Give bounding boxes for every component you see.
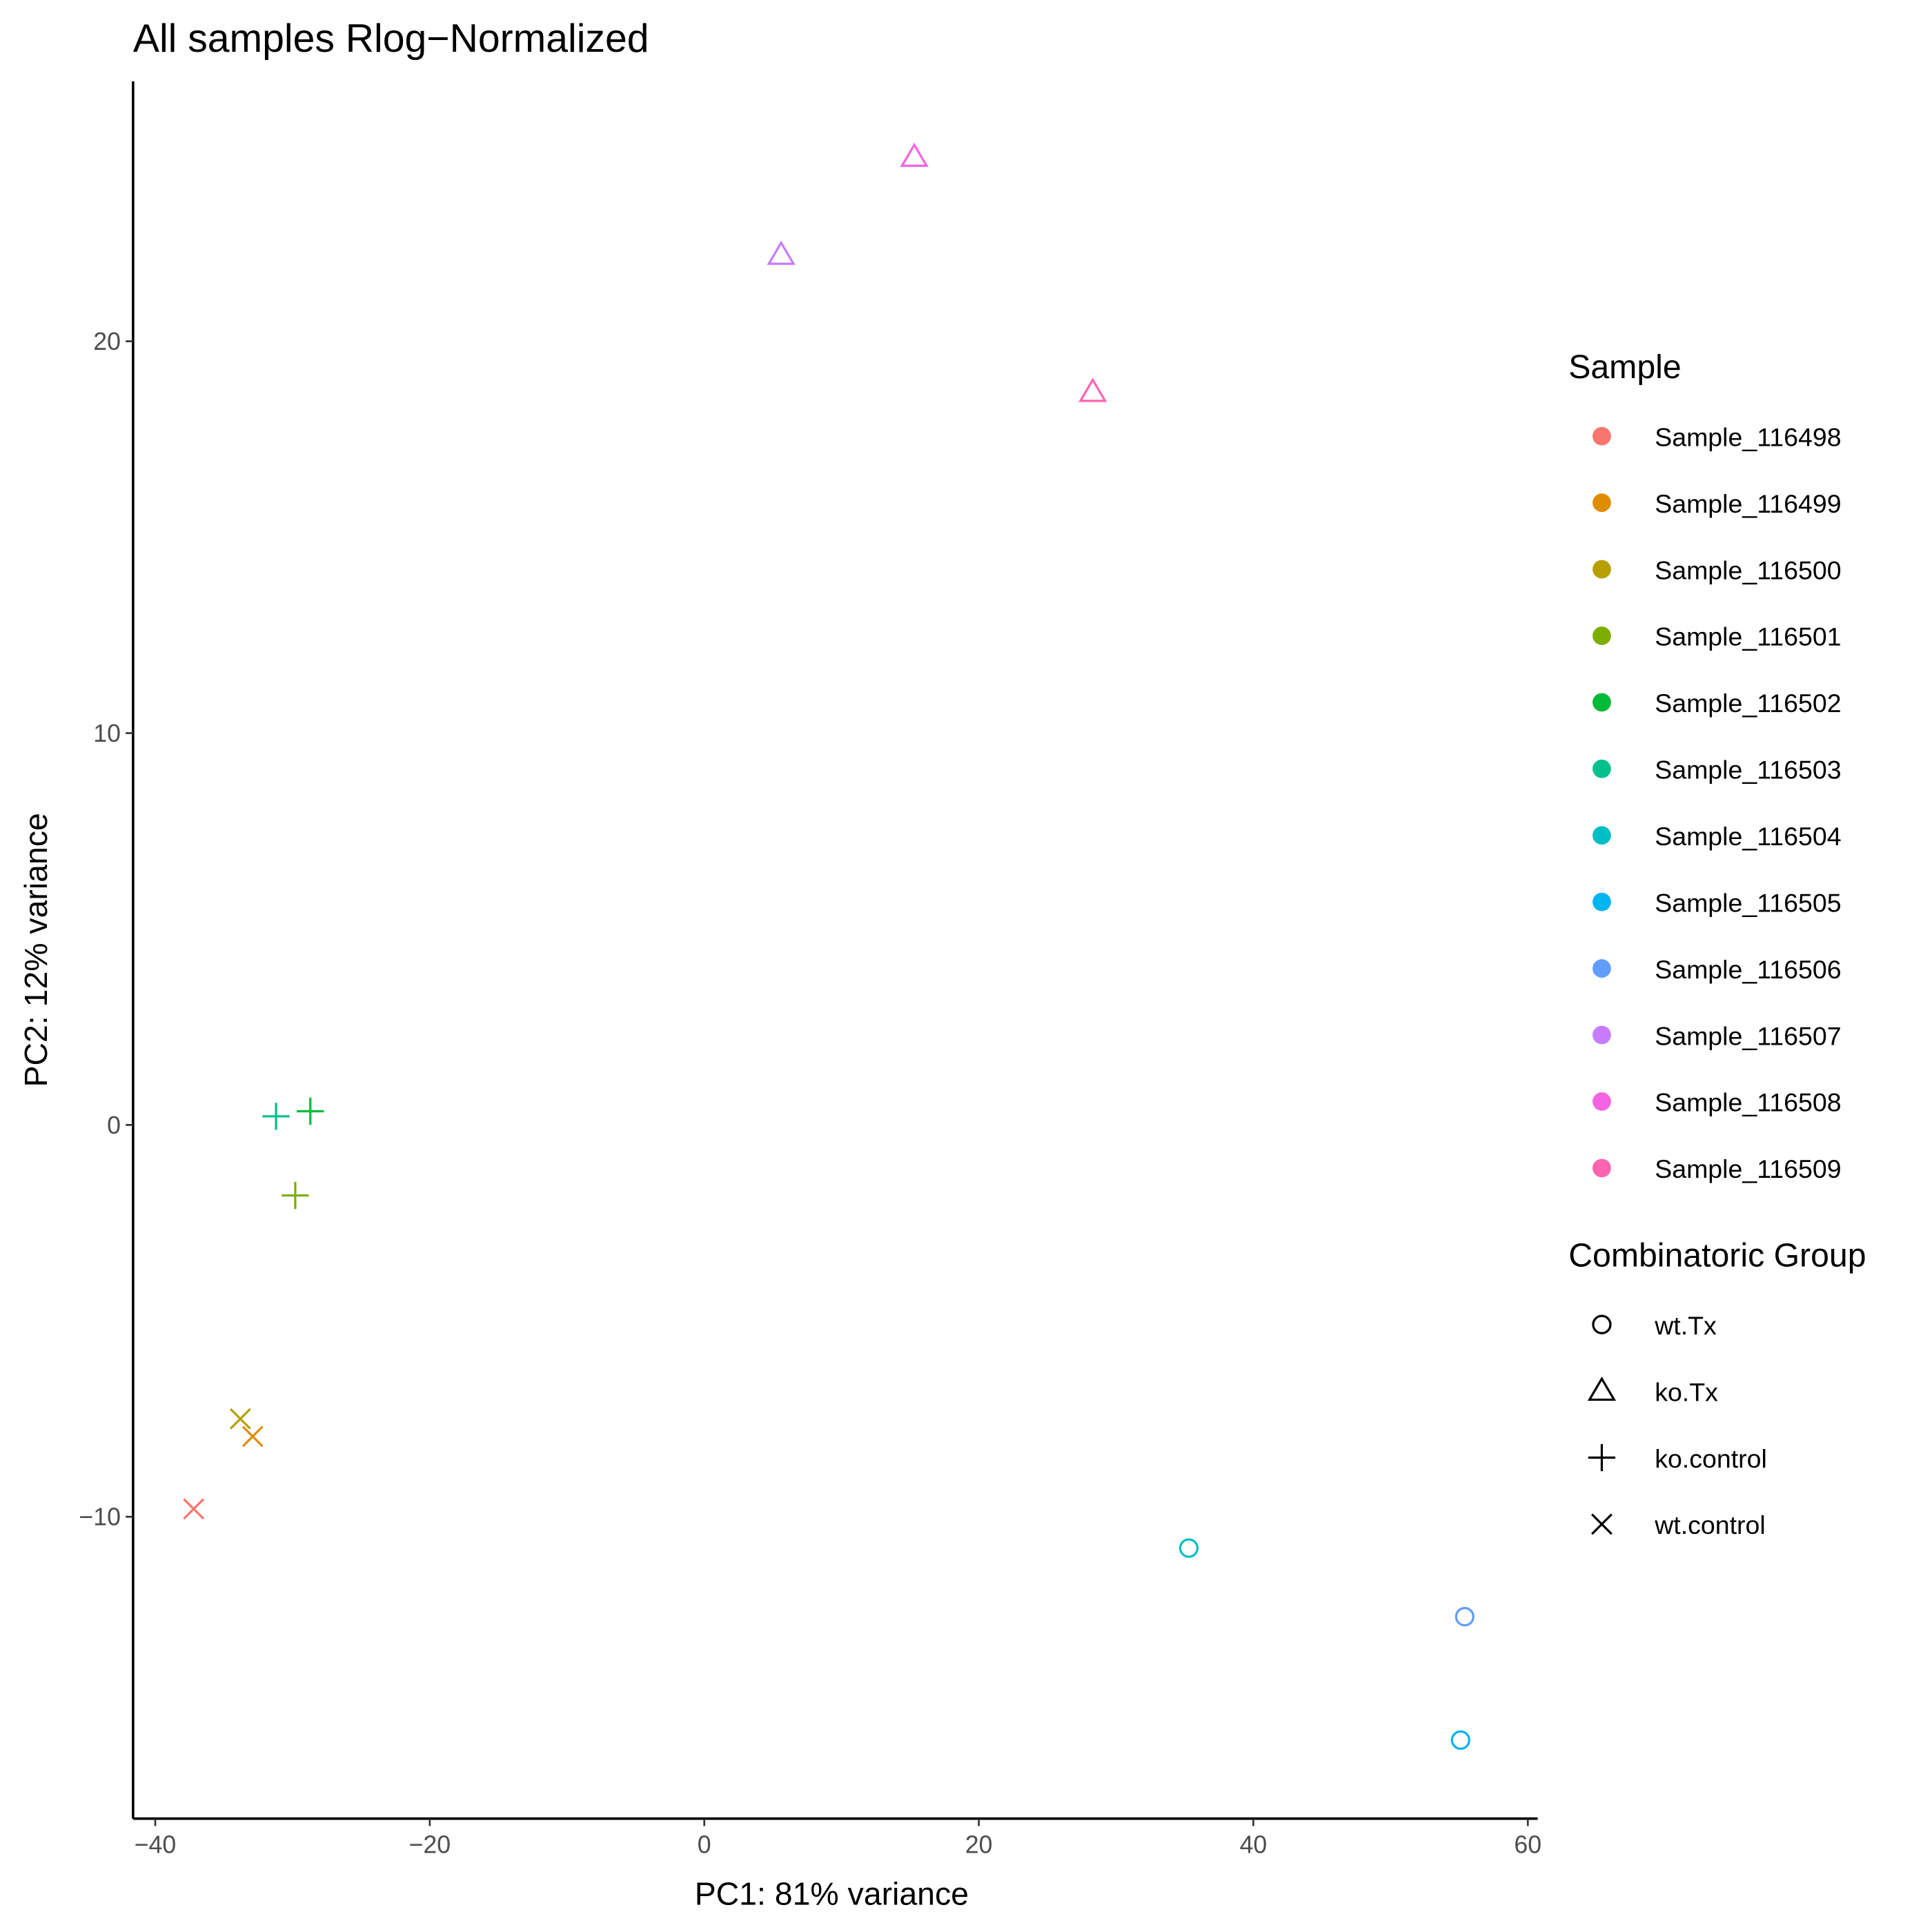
- legend-label: Sample_116509: [1655, 1154, 1841, 1183]
- legend-label: Sample_116503: [1655, 756, 1841, 785]
- x-axis-label: PC1: 81% variance: [695, 1876, 969, 1912]
- point-sample-116504-circle: [1179, 1538, 1199, 1558]
- x-tick-label: 20: [965, 1831, 993, 1859]
- legend-label: ko.control: [1655, 1444, 1767, 1473]
- point-sample-116500-cross: [229, 1408, 251, 1430]
- legend-label: Sample_116502: [1655, 689, 1841, 718]
- legend-plus-icon: [1588, 1443, 1616, 1472]
- legend-label: wt.control: [1654, 1510, 1765, 1539]
- legend-label: Sample_116498: [1655, 422, 1841, 451]
- legend-label: Sample_116500: [1655, 555, 1841, 584]
- chart-title: All samples Rlog−Normalized: [133, 17, 649, 61]
- point-sample-116507-triangle: [767, 240, 796, 265]
- legend-label: Sample_116505: [1655, 888, 1841, 917]
- x-tick-label: 60: [1514, 1831, 1541, 1859]
- legend-swatch: [1593, 1025, 1611, 1045]
- y-tick-label: −10: [79, 1504, 121, 1531]
- legend-swatch: [1593, 759, 1611, 778]
- legend-swatch: [1593, 826, 1611, 845]
- legend-label: Sample_116507: [1655, 1021, 1841, 1050]
- legend-swatch: [1593, 1092, 1611, 1111]
- color-legend-title: Sample: [1568, 348, 1681, 386]
- axes: −40 −20 0 20 40 60 −10 0 10 20: [79, 81, 1541, 1859]
- legend-swatch: [1593, 493, 1611, 512]
- legend-label: ko.Tx: [1655, 1377, 1718, 1406]
- legend-triangle-icon: [1587, 1377, 1617, 1401]
- legend-circle-icon: [1592, 1314, 1612, 1334]
- point-sample-116502-plus: [297, 1097, 324, 1125]
- legend-label: wt.Tx: [1654, 1311, 1717, 1340]
- y-tick-label: 0: [107, 1112, 121, 1139]
- point-sample-116499-cross: [241, 1426, 264, 1448]
- point-sample-116509-triangle: [1078, 377, 1107, 402]
- shape-legend-title: Combinatoric Group: [1568, 1237, 1866, 1274]
- legend-swatch: [1593, 426, 1611, 446]
- legend-swatch: [1593, 1159, 1611, 1178]
- point-sample-116503-plus: [262, 1103, 290, 1130]
- legend-swatch: [1593, 627, 1611, 645]
- legend-swatch: [1593, 892, 1611, 911]
- legend-label: Sample_116508: [1655, 1088, 1841, 1117]
- point-sample-116501-plus: [282, 1181, 309, 1210]
- legend-swatch: [1593, 693, 1611, 712]
- x-tick-label: −40: [135, 1831, 177, 1859]
- x-tick-label: −20: [409, 1831, 451, 1859]
- x-tick-label: 40: [1240, 1831, 1268, 1859]
- point-sample-116498-cross: [183, 1498, 205, 1520]
- point-sample-116506-circle: [1455, 1606, 1475, 1627]
- legend-label: Sample_116499: [1655, 489, 1841, 518]
- legend-cross-icon: [1591, 1513, 1613, 1535]
- x-tick-label: 0: [698, 1831, 711, 1859]
- legend-label: Sample_116506: [1655, 955, 1841, 984]
- point-sample-116505-circle: [1450, 1730, 1470, 1751]
- legend-label: Sample_116501: [1655, 622, 1841, 651]
- legend-swatch: [1593, 560, 1611, 579]
- legend: Sample Sample_116498 Sample_116499 Sample_1…: [1568, 348, 1866, 1539]
- y-tick-label: 10: [93, 720, 121, 747]
- points: [183, 142, 1475, 1751]
- point-sample-116508-triangle: [900, 142, 929, 167]
- y-tick-label: 20: [93, 328, 121, 355]
- y-axis-label: PC2: 12% variance: [18, 813, 54, 1087]
- legend-label: Sample_116504: [1655, 822, 1841, 851]
- legend-swatch: [1593, 959, 1611, 978]
